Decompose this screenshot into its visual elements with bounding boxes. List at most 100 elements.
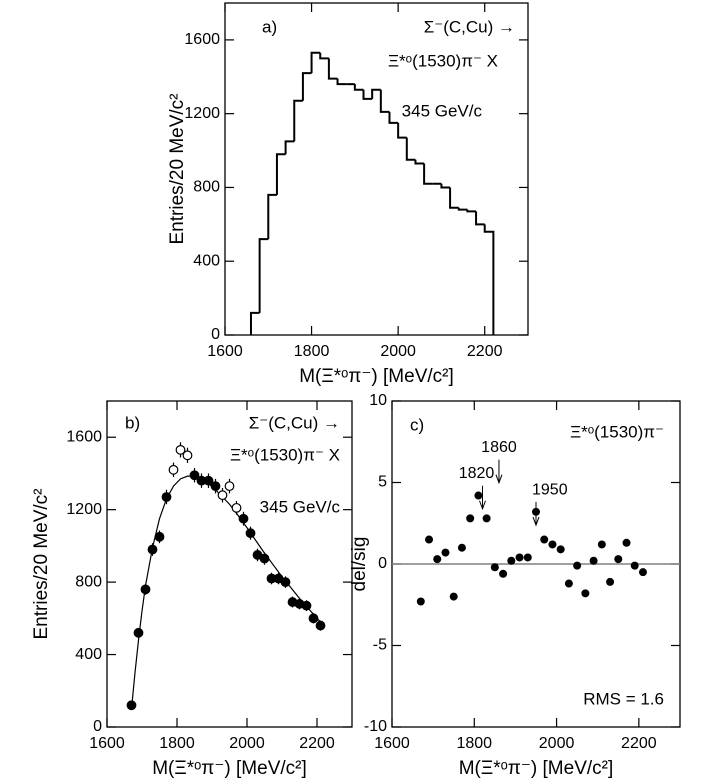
annotation: Σ⁻(C,Cu) → [249,413,340,432]
histogram-bin [319,52,329,60]
data-point [573,561,582,570]
data-point [457,543,466,552]
histogram-bin [267,193,277,240]
data-point [499,569,508,578]
data-point [606,577,615,586]
data-point [301,600,312,611]
annotation: RMS = 1.6 [583,689,664,708]
y-tick-label: 0 [378,555,387,572]
y-tick-label: -5 [373,637,387,654]
plot-frame [224,2,529,336]
y-axis-label: del/sig [349,537,370,592]
arrow-head [479,500,486,511]
data-point [161,492,172,502]
data-point [556,545,565,554]
x-tick-label: 1600 [89,735,125,752]
data-point [182,450,193,461]
y-tick-label: -10 [364,718,387,735]
data-point [238,513,249,524]
data-point [416,597,425,606]
histogram-bin [466,209,477,213]
annotation: Ξ*ᵒ(1530)π⁻ [570,422,664,441]
histogram-bin [249,311,260,335]
histogram-bin [327,58,338,80]
x-tick-label: 2000 [380,343,416,360]
histogram-bin [405,137,416,161]
data-point [217,490,228,501]
histogram-bin [284,140,295,155]
y-tick-label: 1200 [184,105,220,122]
data-point [126,700,137,711]
data-point [154,531,165,542]
histogram-bin [362,89,373,100]
data-point [482,514,491,523]
arrow-head [532,516,540,527]
annotation: Σ⁻(C,Cu) → [424,17,515,36]
histogram-bin [457,207,468,211]
x-tick-label: 1600 [207,343,243,360]
y-tick-label: 0 [93,718,102,735]
data-point [210,481,221,492]
histogram-bin [475,211,485,226]
y-axis-label: Entries/20 MeV/c² [167,94,188,245]
y-tick-label: 5 [378,474,387,491]
data-point [259,553,270,564]
x-tick-label: 2200 [621,735,657,752]
x-axis-label: M(Ξ*ᵒπ⁻) [MeV/c²] [152,758,307,779]
data-point [589,556,598,565]
histogram-bin [379,89,390,113]
data-point [308,613,319,624]
data-point [622,538,631,547]
data-point [147,544,158,555]
panel: 1600 1800 2000 2200 0 400 800 1200 1600 M(Ξ*ᵒπ⁻) … [31,400,353,779]
data-point [203,475,214,486]
annotation: 345 GeV/c [260,497,341,516]
arrow-head [495,474,503,485]
y-tick-label: 800 [193,179,220,196]
data-point [548,540,557,549]
y-tick-label: 1600 [184,31,220,48]
data-point [474,491,483,500]
panel-label: a) [262,17,277,36]
plot-frame [106,400,353,728]
histogram-bin [397,122,407,139]
x-axis-label: M(Ξ*ᵒπ⁻) [MeV/c²] [299,366,454,387]
data-point [175,445,186,455]
data-point [540,535,549,544]
annotation: 345 GeV/c [402,101,483,120]
x-tick-label: 1800 [456,735,492,752]
panel-label: b) [125,413,140,432]
data-point [564,579,573,588]
x-tick-label: 2200 [299,735,335,752]
data-point [490,563,499,572]
data-point [280,577,291,588]
y-tick-label: 400 [193,252,220,269]
y-tick-label: 10 [369,392,387,409]
data-point [231,502,242,513]
data-point [441,548,450,557]
data-point [315,620,326,631]
histogram-bin [483,224,495,335]
histogram-bin [414,159,425,165]
panel: 1600 1800 2000 2200 -10 -5 0 5 10 M(Ξ*ᵒπ⁻) [MeV/c… [349,392,681,779]
data-point [140,584,151,595]
histogram-bin [301,72,312,101]
x-tick-label: 2000 [229,735,265,752]
y-axis-label: Entries/20 MeV/c² [31,489,52,640]
y-tick-label: 400 [75,646,102,663]
data-point [433,555,442,564]
data-point [425,535,434,544]
histogram-bin [275,153,286,195]
x-tick-label: 1600 [374,735,410,752]
panel: 1600 1800 2000 2200 0 400 800 1200 1600 M(Ξ*ᵒπ⁻) … [167,2,529,387]
data-point [581,589,590,598]
data-point [507,556,516,565]
arrow-label: 1860 [481,439,517,456]
x-tick-label: 2200 [467,343,503,360]
data-point [245,528,256,539]
data-point [597,540,606,549]
arrow-label: 1950 [532,481,568,498]
histogram-bin [310,51,321,74]
histogram-bin [388,111,399,124]
